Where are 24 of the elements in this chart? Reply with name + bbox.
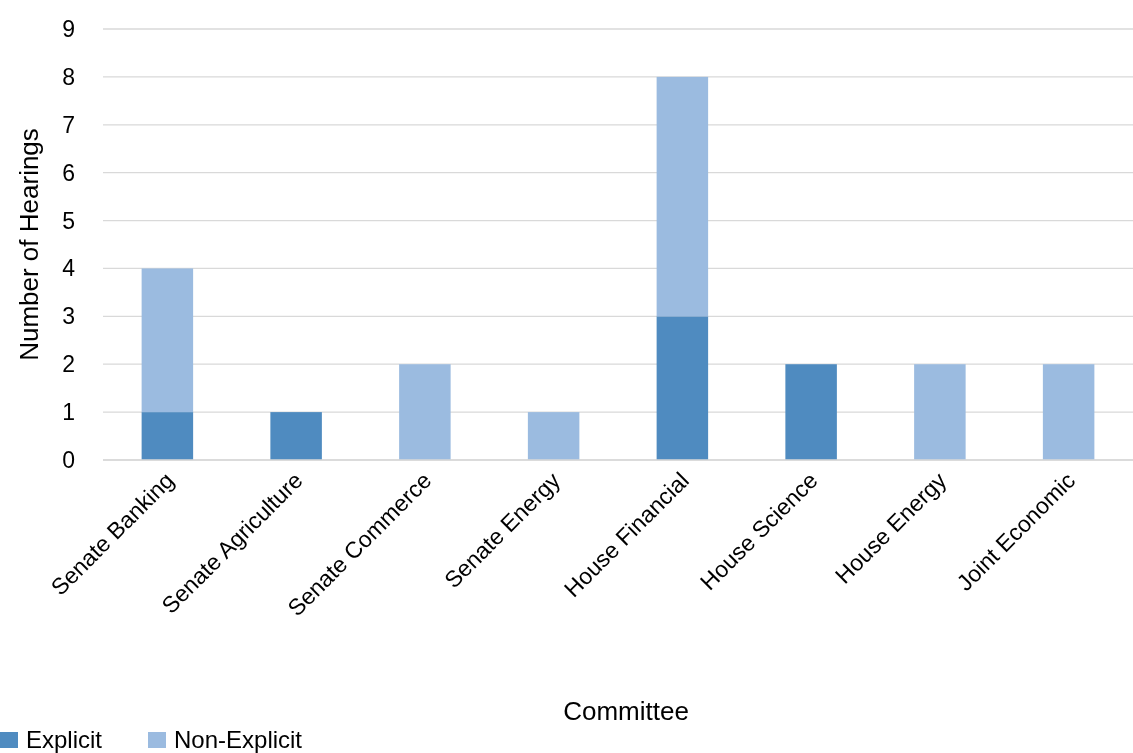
bar — [1042, 364, 1095, 460]
y-tick-label: 5 — [62, 207, 75, 234]
y-tick-label: 7 — [62, 111, 75, 138]
bar — [914, 364, 966, 460]
bar — [270, 412, 322, 460]
legend-label: Non-Explicit — [174, 726, 303, 753]
bar — [785, 364, 837, 460]
y-tick-label: 9 — [62, 16, 75, 43]
bar — [399, 364, 451, 460]
x-axis-title: Committee — [563, 696, 689, 726]
y-tick-label: 1 — [62, 399, 75, 426]
bar — [656, 316, 709, 460]
legend-label: Explicit — [26, 726, 103, 753]
bar — [141, 412, 194, 460]
y-tick-label: 3 — [62, 303, 75, 330]
bar — [656, 76, 709, 317]
bar — [141, 268, 194, 413]
y-tick-label: 4 — [62, 255, 76, 282]
y-tick-label: 2 — [62, 351, 75, 378]
y-tick-label: 6 — [62, 159, 75, 186]
y-axis-title: Number of Hearings — [14, 128, 44, 361]
y-tick-label: 0 — [62, 447, 75, 474]
bar — [527, 412, 580, 460]
y-tick-label: 8 — [62, 63, 75, 90]
